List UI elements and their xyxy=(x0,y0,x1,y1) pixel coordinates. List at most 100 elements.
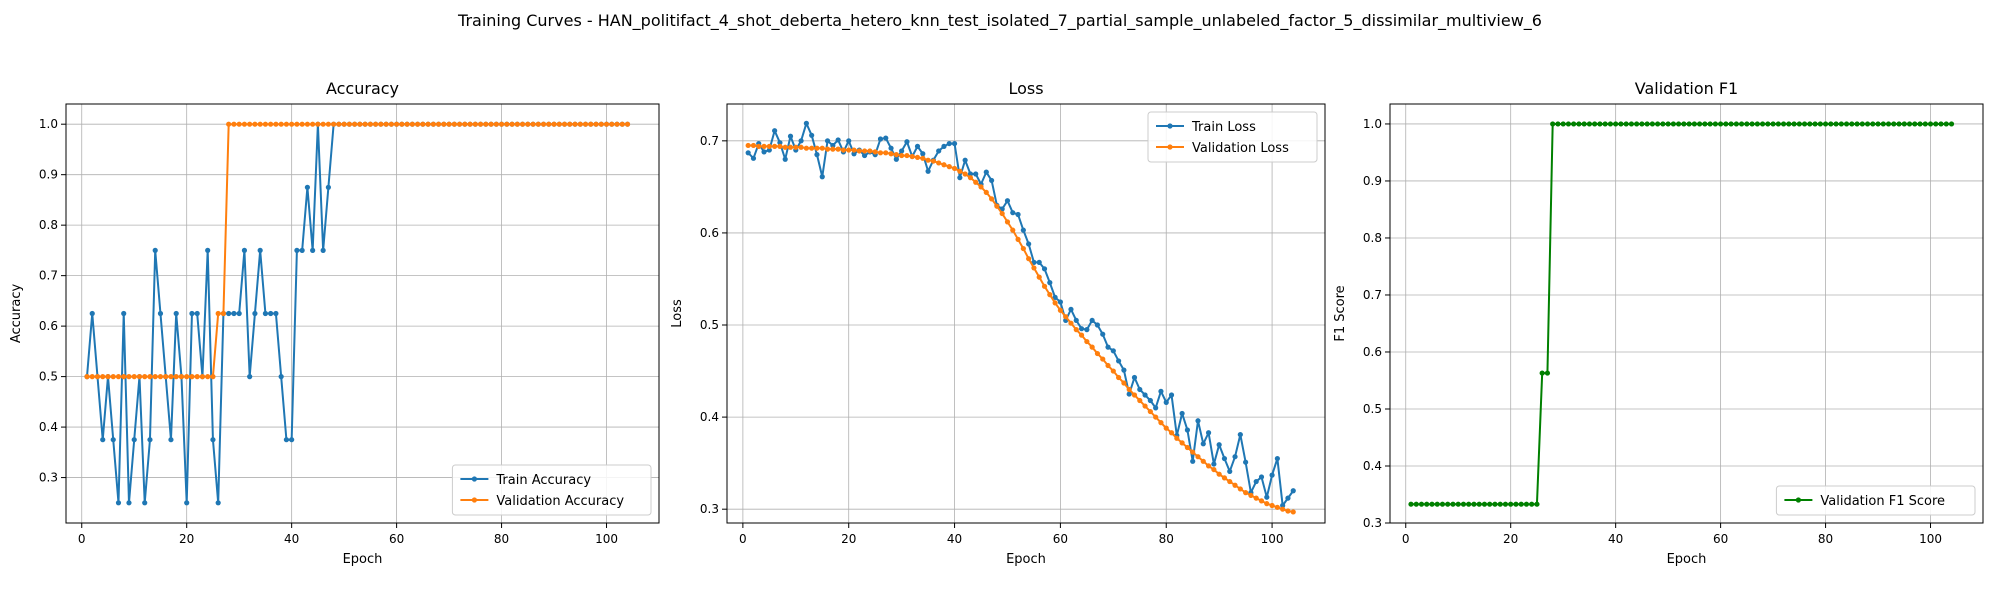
legend: Validation F1 Score xyxy=(1775,485,1976,516)
x-axis-label: Epoch xyxy=(1006,552,1046,567)
data-point xyxy=(1481,501,1488,507)
data-point xyxy=(1285,495,1291,501)
data-point xyxy=(252,121,258,127)
data-point xyxy=(1801,121,1808,127)
data-point xyxy=(957,168,963,174)
data-point xyxy=(294,121,300,127)
y-tick-label: 1.0 xyxy=(39,117,58,131)
data-point xyxy=(1168,392,1175,398)
data-point xyxy=(1031,265,1037,271)
data-point xyxy=(856,148,862,154)
data-point xyxy=(304,121,310,127)
data-point xyxy=(793,144,799,150)
data-point xyxy=(152,247,158,253)
data-point xyxy=(94,374,101,380)
data-point xyxy=(1581,121,1587,127)
data-point xyxy=(236,121,242,127)
data-point xyxy=(989,196,995,202)
data-point xyxy=(336,121,342,127)
legend: Train Accuracy Validation Accuracy xyxy=(451,464,652,516)
y-tick-label: 0.6 xyxy=(1363,345,1382,359)
data-point xyxy=(1807,121,1813,127)
data-point xyxy=(1849,121,1855,127)
x-tick-label: 100 xyxy=(595,532,618,546)
data-point xyxy=(1073,317,1079,324)
data-point xyxy=(1707,121,1713,127)
y-tick-label: 1.0 xyxy=(1363,117,1382,131)
data-point xyxy=(787,144,794,150)
data-point xyxy=(1163,399,1169,405)
data-point xyxy=(1158,420,1164,426)
x-axis-label: Epoch xyxy=(1667,552,1707,567)
data-point xyxy=(861,152,868,159)
data-point xyxy=(877,136,884,142)
data-point xyxy=(1602,121,1608,127)
data-point xyxy=(904,139,910,145)
data-point xyxy=(100,437,106,443)
data-point xyxy=(787,133,794,139)
data-point xyxy=(1237,431,1243,438)
data-point xyxy=(814,145,820,151)
chart-panel-1: 0 20 40 60 80 100 0.3 0.4 0.5 0.6 0.7 0.8 0.9 1.0 Accu… xyxy=(9,79,660,567)
data-point xyxy=(1274,455,1280,462)
data-point xyxy=(888,145,894,151)
data-point xyxy=(268,310,274,317)
data-point xyxy=(142,500,148,506)
data-point xyxy=(1105,344,1111,350)
data-point xyxy=(535,121,541,127)
data-point xyxy=(1434,501,1440,507)
data-point xyxy=(572,121,578,127)
data-point xyxy=(1142,392,1148,398)
data-point xyxy=(1906,121,1913,127)
data-point xyxy=(1237,486,1243,492)
data-point xyxy=(446,121,452,127)
data-point xyxy=(989,177,995,184)
data-point xyxy=(1843,121,1850,127)
data-point xyxy=(1565,121,1572,127)
data-point xyxy=(1523,501,1530,507)
x-tick-label: 100 xyxy=(1261,532,1284,546)
x-tick-label: 40 xyxy=(284,532,299,546)
data-point xyxy=(1004,219,1011,225)
data-point xyxy=(121,374,127,380)
data-point xyxy=(1290,509,1296,515)
data-point xyxy=(803,145,809,151)
data-point xyxy=(1943,121,1949,127)
data-point xyxy=(415,121,421,127)
data-point xyxy=(1131,374,1138,381)
data-point xyxy=(967,171,974,177)
data-point xyxy=(883,135,889,141)
data-point xyxy=(925,168,931,174)
data-point xyxy=(315,121,321,127)
chart-panel-2: 0 20 40 60 80 100 0.3 0.4 0.5 0.6 0.7 Loss Epoch Loss… xyxy=(670,79,1326,567)
x-tick-label: 100 xyxy=(1919,532,1942,546)
data-point xyxy=(1676,121,1682,127)
data-point xyxy=(383,121,389,127)
data-point xyxy=(1221,475,1228,481)
data-point xyxy=(750,155,757,161)
data-point xyxy=(247,374,253,380)
data-point xyxy=(1838,121,1844,127)
data-point xyxy=(1513,501,1519,507)
data-point xyxy=(588,121,594,127)
data-point xyxy=(851,151,857,157)
data-point xyxy=(525,121,531,127)
data-point xyxy=(320,247,326,253)
data-point xyxy=(946,164,952,170)
data-point xyxy=(1539,370,1545,376)
x-tick-label: 60 xyxy=(1713,532,1728,546)
data-point xyxy=(609,121,615,127)
data-point xyxy=(1116,358,1122,364)
data-point xyxy=(1901,121,1907,127)
data-point xyxy=(294,247,300,253)
data-point xyxy=(1948,121,1955,127)
data-point xyxy=(110,437,116,443)
data-point xyxy=(1147,397,1153,404)
data-point xyxy=(1487,501,1493,507)
data-point xyxy=(1508,501,1514,507)
data-point xyxy=(462,121,468,127)
data-point xyxy=(1004,198,1011,204)
data-point xyxy=(514,121,520,127)
data-point xyxy=(1424,501,1430,507)
